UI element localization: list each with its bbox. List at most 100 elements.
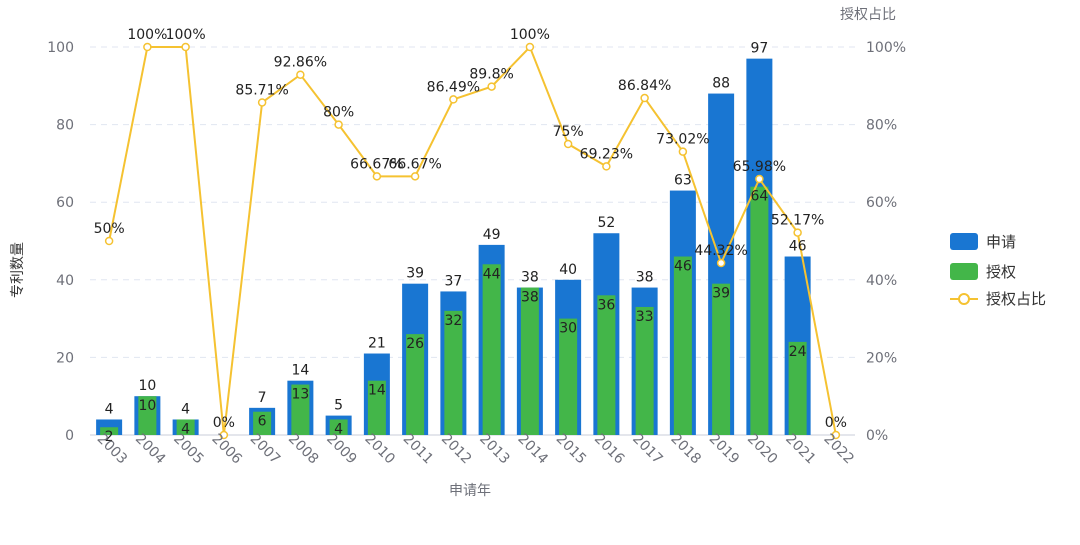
x-axis: 2003 2004 2005 2006 2007 2008 2009 2010 2011 2012… [94, 431, 857, 468]
y-tick-label: 60 [56, 195, 74, 211]
y2-tick-label: 0% [866, 428, 888, 444]
y-tick-label: 80 [56, 118, 74, 134]
ratio-point [104, 236, 114, 246]
legend-swatch-grant [950, 263, 978, 280]
legend-label-ratio: 授权占比 [986, 290, 1046, 308]
bar-label-apply: 88 [712, 76, 730, 92]
ratio-point [831, 430, 841, 440]
bar-grant [788, 341, 807, 435]
bar-label-apply: 49 [483, 227, 501, 243]
ratio-point [716, 258, 726, 268]
y2-tick-label: 40% [866, 273, 897, 289]
y-axis-left: 0 20 40 60 80 100 [47, 40, 74, 444]
ratio-point [640, 93, 649, 103]
ratio-label: 0% [825, 415, 847, 431]
ratio-label: 89.8% [469, 67, 513, 83]
bar-label-apply: 52 [597, 215, 615, 231]
bar-label-grant: 36 [597, 297, 615, 313]
y-axis-right: 0% 20% 40% 60% 80% 100% [866, 40, 906, 444]
ratio-label: 65.98% [733, 159, 786, 175]
bar-label-grant: 38 [521, 290, 539, 306]
bar-grant [559, 318, 578, 435]
bar-grant [406, 334, 425, 435]
x-tick-label: 2010 [361, 431, 398, 468]
legend-item-grant[interactable]: 授权 [950, 263, 1016, 281]
ratio-point [181, 42, 190, 52]
bars-grant-series [100, 186, 807, 435]
bar-label-apply: 14 [291, 363, 309, 379]
bar-label-grant: 32 [444, 313, 462, 329]
bar-label-apply: 10 [138, 378, 156, 394]
bar-grant [597, 295, 616, 435]
bar-grant [520, 287, 539, 435]
ratio-point [487, 82, 496, 91]
ratio-label: 85.71% [235, 82, 288, 98]
legend-swatch-apply [950, 233, 978, 250]
ratio-label: 100% [127, 27, 167, 43]
ratio-label: 66.67% [350, 156, 403, 172]
bar-label-grant: 64 [750, 189, 768, 205]
ratio-point [296, 70, 305, 79]
bar-grant [100, 427, 119, 435]
ratio-point [602, 162, 611, 171]
bar-label-grant: 44 [483, 266, 501, 282]
bar-label-grant: 33 [636, 309, 654, 325]
x-tick-label: 2018 [667, 431, 704, 468]
x-tick-label: 2019 [706, 431, 743, 468]
y2-tick-label: 60% [866, 195, 897, 211]
ratio-label: 73.02% [656, 132, 709, 148]
bar-grant [367, 380, 386, 435]
ratio-point [410, 172, 420, 181]
ratio-label: 86.49% [427, 79, 480, 95]
bar-label-apply: 38 [636, 270, 654, 286]
y-axis-title: 专利数量 [10, 242, 26, 298]
x-tick-label: 2012 [438, 431, 475, 468]
ratio-point [793, 228, 802, 237]
ratio-label: 100% [510, 27, 550, 43]
x-tick-label: 2013 [476, 431, 513, 468]
bar-label-grant: 26 [406, 336, 424, 352]
y-tick-label: 40 [56, 273, 74, 289]
x-tick-label: 2008 [285, 431, 322, 468]
ratio-label: 86.84% [618, 78, 671, 94]
bar-grant [750, 186, 769, 435]
bar-grant [482, 264, 501, 435]
legend-item-apply[interactable]: 申请 [950, 233, 1016, 251]
bar-label-grant: 4 [334, 421, 343, 437]
bar-grant [253, 411, 272, 435]
legend-label-apply: 申请 [986, 233, 1016, 251]
legend-item-ratio[interactable]: 授权占比 [950, 290, 1046, 308]
ratio-label: 80% [323, 105, 354, 121]
bar-label-grant: 46 [674, 259, 692, 275]
ratio-line [108, 45, 837, 436]
bar-label-grant: 10 [138, 398, 156, 414]
ratio-point [257, 98, 267, 107]
x-tick-label: 2014 [514, 431, 551, 468]
legend-marker-ratio [958, 293, 970, 305]
x-tick-label: 2020 [744, 431, 781, 468]
bar-label-apply: 5 [334, 398, 343, 414]
bar-label-apply: 39 [406, 266, 424, 282]
ratio-point [219, 430, 229, 440]
ratio-label: 69.23% [580, 146, 633, 162]
ratio-point [449, 95, 458, 104]
bar-grant [329, 419, 348, 435]
y2-tick-label: 80% [866, 118, 897, 134]
ratio-point [525, 42, 535, 52]
ratio-label: 92.86% [274, 55, 327, 71]
ratio-point [143, 42, 152, 52]
legend-label-grant: 授权 [986, 263, 1016, 281]
bar-label-apply: 7 [258, 390, 267, 406]
ratio-point [563, 139, 573, 149]
x-tick-label: 2011 [400, 431, 437, 468]
ratio-label: 50% [94, 221, 125, 237]
bar-label-grant: 4 [181, 421, 190, 437]
bar-label-apply: 4 [105, 401, 114, 417]
bar-grant [291, 384, 310, 435]
legend: 申请 授权 授权占比 [950, 233, 1046, 308]
bar-label-grant: 24 [789, 344, 807, 360]
bar-label-apply: 21 [368, 336, 386, 352]
